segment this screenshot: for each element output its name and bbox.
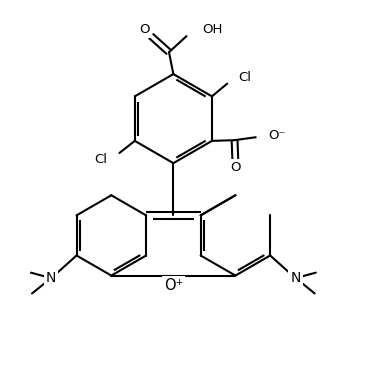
Text: Cl: Cl [94, 153, 107, 166]
Text: O: O [230, 161, 241, 174]
Text: N: N [291, 271, 301, 285]
Text: O: O [139, 23, 149, 36]
Text: N: N [46, 271, 56, 285]
Text: Cl: Cl [239, 71, 251, 84]
Text: O⁻: O⁻ [268, 128, 286, 142]
Text: OH: OH [202, 23, 222, 36]
Text: O⁺: O⁺ [164, 277, 183, 293]
